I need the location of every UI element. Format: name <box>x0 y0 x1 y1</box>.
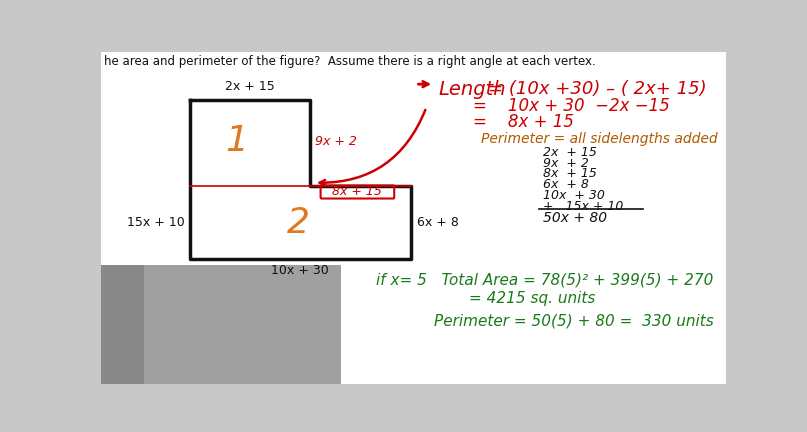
Text: 8x  + 15: 8x + 15 <box>542 167 596 180</box>
Text: 2x + 15: 2x + 15 <box>225 80 274 93</box>
Polygon shape <box>190 186 411 259</box>
Text: if x= 5   Total Area = 78(5)² + 399(5) + 270: if x= 5 Total Area = 78(5)² + 399(5) + 2… <box>376 273 713 288</box>
Text: 15x + 10: 15x + 10 <box>127 216 185 229</box>
Bar <box>101 52 726 265</box>
Bar <box>144 265 341 384</box>
Bar <box>341 265 726 384</box>
Text: = (10x +30) – ( 2x+ 15): = (10x +30) – ( 2x+ 15) <box>488 80 707 98</box>
Text: 50x + 80: 50x + 80 <box>542 211 607 225</box>
Text: =    10x + 30  −2x −15: = 10x + 30 −2x −15 <box>473 97 670 115</box>
Text: 9x  + 2: 9x + 2 <box>542 156 588 170</box>
Text: = 4215 sq. units: = 4215 sq. units <box>469 291 596 305</box>
Text: he area and perimeter of the figure?  Assume there is a right angle at each vert: he area and perimeter of the figure? Ass… <box>104 55 596 68</box>
Text: 10x  + 30: 10x + 30 <box>542 189 604 202</box>
Text: 10x + 30: 10x + 30 <box>271 264 329 277</box>
Text: 6x  + 8: 6x + 8 <box>542 178 588 191</box>
Text: Perimeter = 50(5) + 80 =  330 units: Perimeter = 50(5) + 80 = 330 units <box>434 314 714 329</box>
Text: 2: 2 <box>287 206 310 240</box>
Text: Length: Length <box>438 80 506 99</box>
Text: 2x  + 15: 2x + 15 <box>542 146 596 159</box>
Polygon shape <box>190 100 310 186</box>
Text: +   15x + 10: + 15x + 10 <box>542 200 623 213</box>
Bar <box>101 265 144 384</box>
Text: Perimeter = all sidelengths added: Perimeter = all sidelengths added <box>481 132 717 146</box>
Text: 1: 1 <box>225 124 248 158</box>
Text: 8x + 15: 8x + 15 <box>332 185 382 198</box>
Text: 6x + 8: 6x + 8 <box>417 216 459 229</box>
Text: 9x + 2: 9x + 2 <box>315 135 357 149</box>
Text: =    8x + 15: = 8x + 15 <box>473 114 574 131</box>
